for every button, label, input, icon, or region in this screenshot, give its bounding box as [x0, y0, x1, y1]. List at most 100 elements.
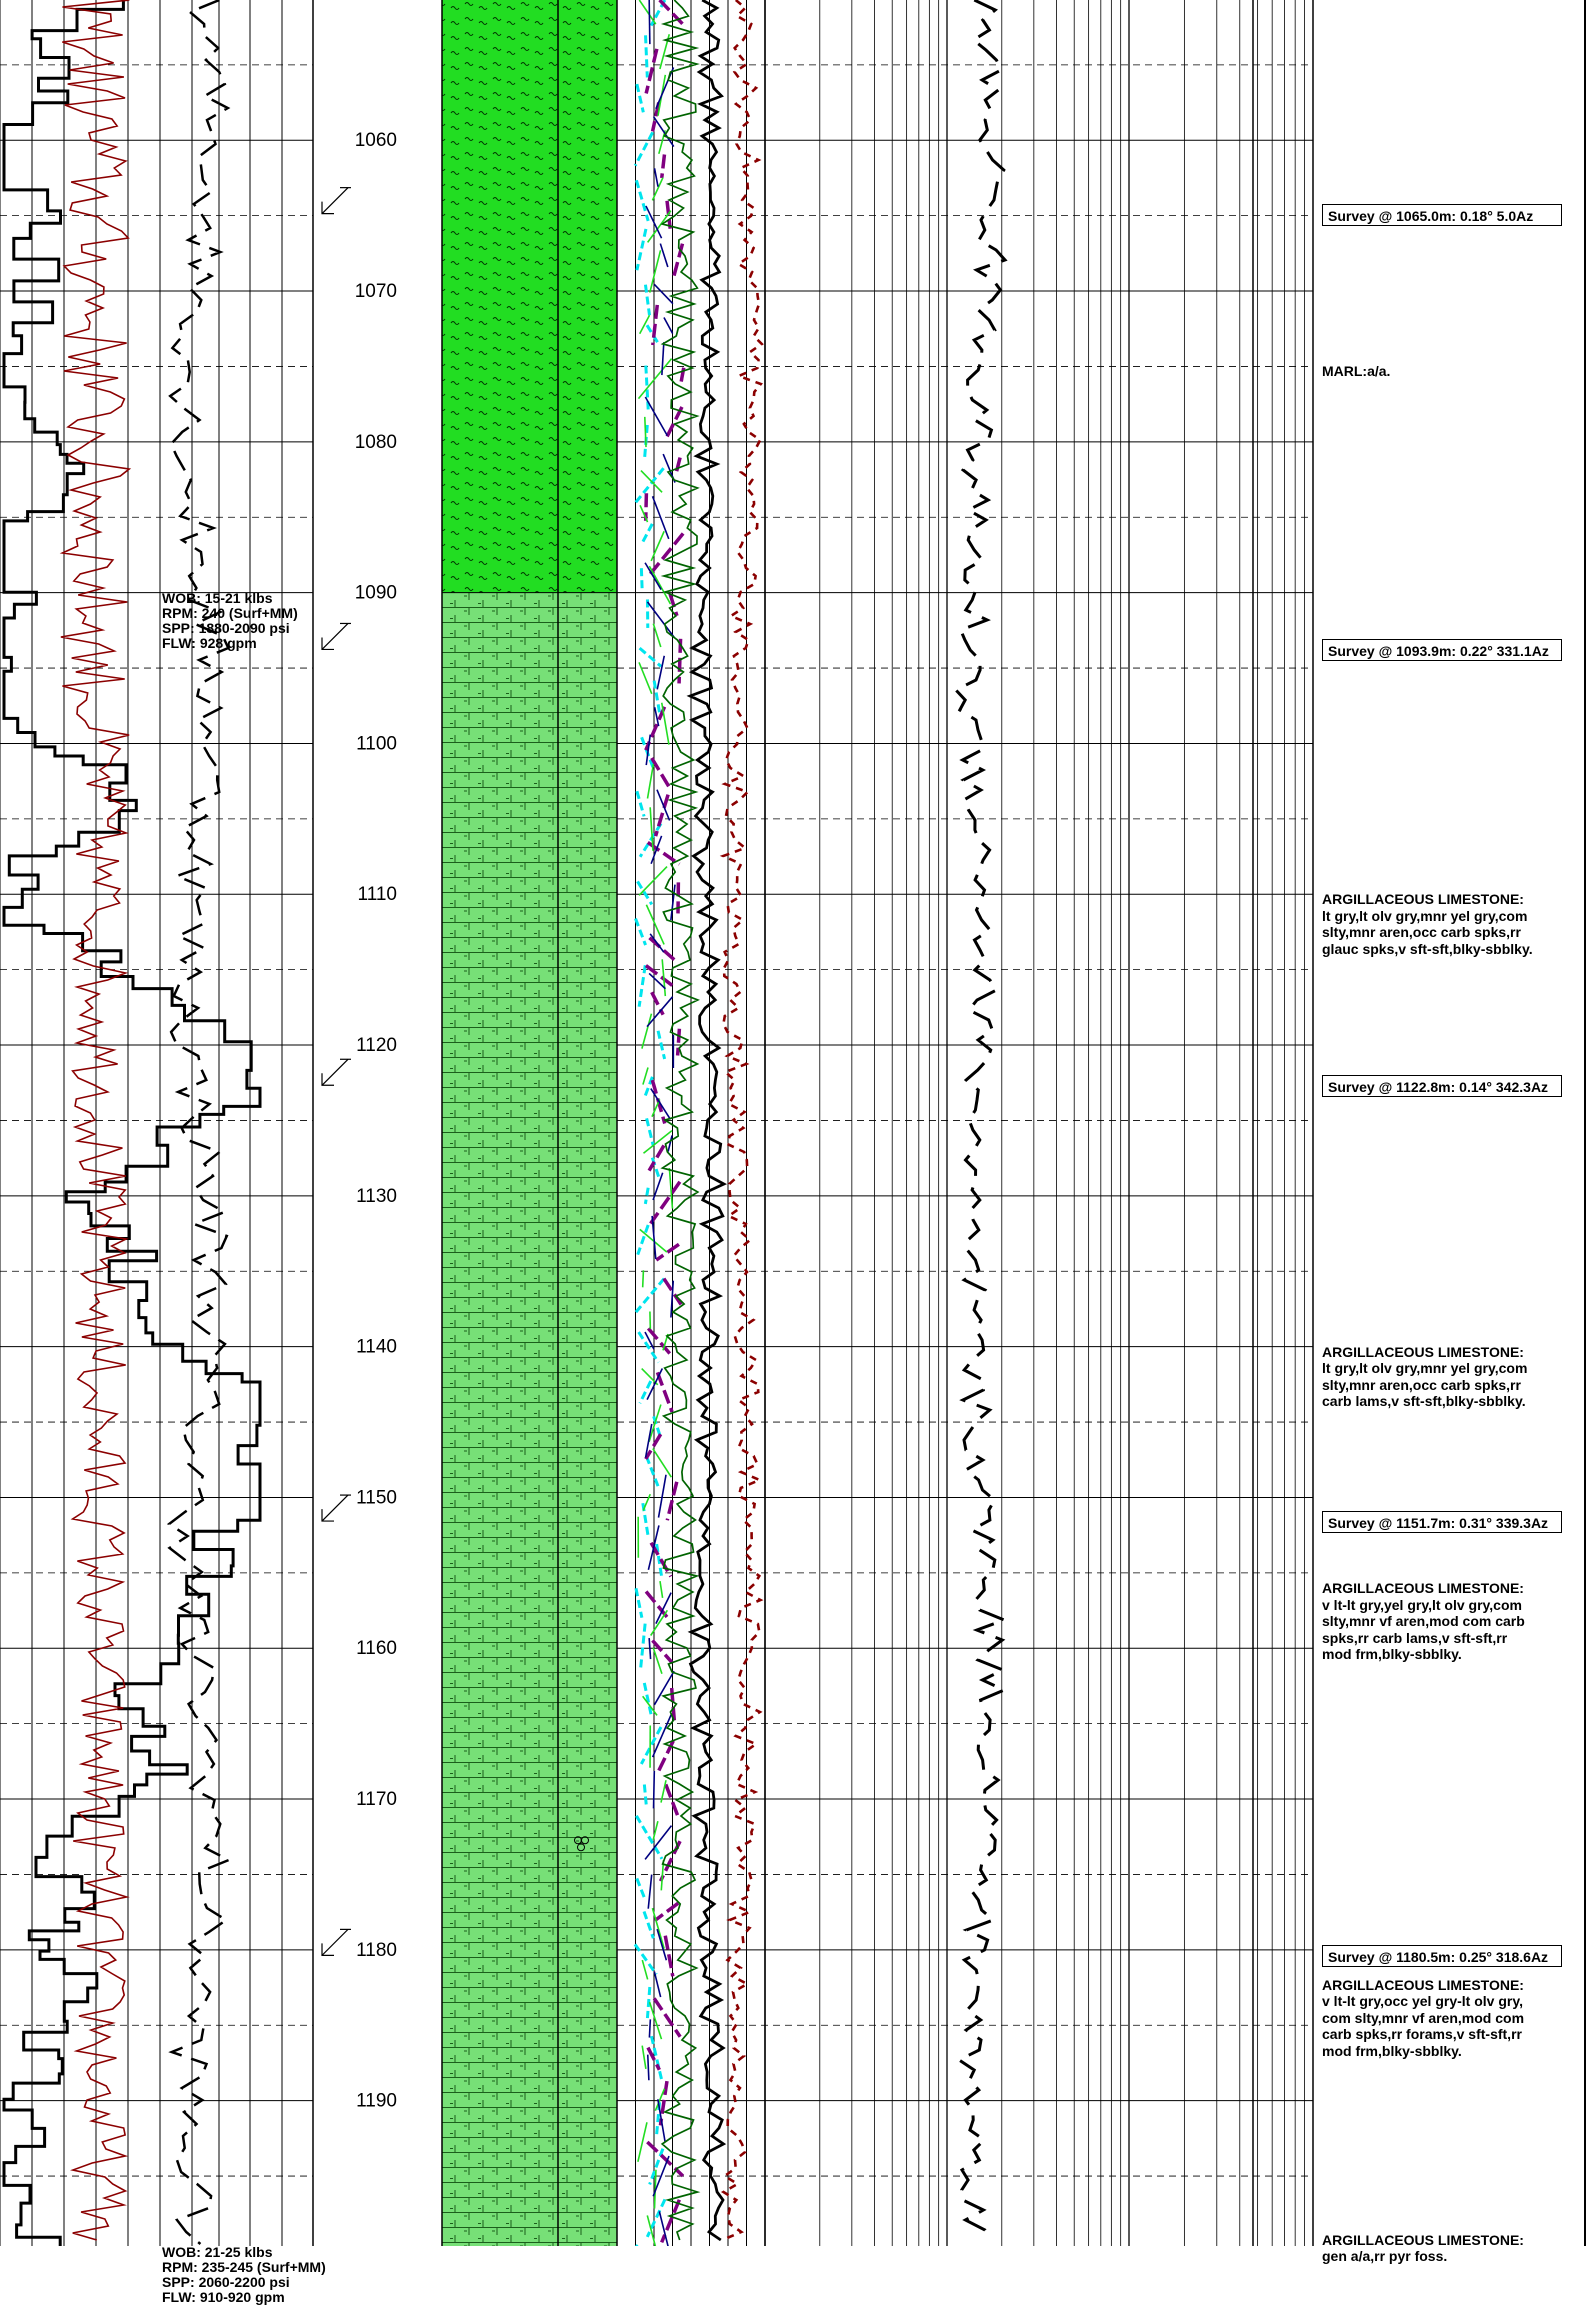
- purple-gas-segment: [660, 0, 683, 24]
- depth-label: 1170: [356, 1789, 397, 1810]
- cyan-gas-segment: [637, 84, 643, 112]
- survey-label: Survey @ 1180.5m: 0.25° 318.6Az: [1322, 1945, 1562, 1967]
- cyan-gas-segment: [642, 524, 653, 544]
- light-green-segment: [643, 1068, 648, 1085]
- drilling-parameter-line: SPP: 2060-2200 psi: [162, 2275, 326, 2290]
- light-green-segment: [648, 764, 654, 799]
- depth-label: 1150: [356, 1487, 397, 1508]
- navy-gas-segment: [647, 997, 673, 1027]
- navy-gas-segment: [645, 397, 667, 436]
- cyan-gas-segment: [637, 1878, 644, 1897]
- depth-label: 1110: [358, 884, 397, 905]
- lithology-description: ARGILLACEOUS LIMESTONE: v lt-lt gry,yel …: [1322, 1580, 1577, 1663]
- light-green-segment: [651, 1610, 668, 1635]
- light-green-segment: [643, 1494, 650, 1510]
- cyan-gas-segment: [645, 285, 649, 316]
- survey-arrow-icon: [322, 623, 348, 649]
- survey-arrows: [322, 188, 351, 1956]
- light-green-segment: [640, 315, 650, 333]
- light-green-segment: [649, 566, 670, 604]
- navy-gas-segment: [659, 1475, 666, 1518]
- survey-label: Survey @ 1151.7m: 0.31° 339.3Az: [1322, 1511, 1562, 1533]
- red-zigzag-curve: [61, 0, 129, 2240]
- track-grids: [0, 0, 1313, 2246]
- light-green-segment: [639, 0, 656, 24]
- survey-arrow-icon: [322, 188, 348, 214]
- survey-arrow-icon: [322, 1495, 348, 1521]
- purple-gas-segment: [648, 1328, 671, 1354]
- navy-gas-segment: [650, 934, 664, 952]
- navy-gas-segment: [654, 1972, 660, 1997]
- navy-gas-segment: [660, 244, 667, 267]
- depth-label: 1100: [356, 733, 397, 754]
- light-green-segment: [660, 1581, 663, 1598]
- cyan-gas-segment: [644, 1785, 646, 1808]
- depth-label: 1090: [355, 583, 397, 604]
- cyan-gas-segment: [652, 1158, 659, 1178]
- depth-label: 1130: [356, 1186, 397, 1207]
- survey-label: Survey @ 1093.9m: 0.22° 331.1Az: [1322, 639, 1562, 661]
- resistivity-dashed-curve: [956, 0, 1005, 2240]
- navy-gas-segment: [649, 1638, 650, 1659]
- cyan-gas-segment: [646, 1456, 659, 1489]
- navy-gas-segment: [654, 1771, 655, 1808]
- cyan-gas-segment: [640, 648, 662, 666]
- light-green-segment: [653, 1449, 672, 1478]
- purple-gas-segment: [675, 458, 680, 476]
- navy-gas-segment: [664, 317, 673, 333]
- depth-label: 1160: [356, 1638, 397, 1659]
- mud-log-chart: 1060 1070 1080 1090 1100 1110 1120 1130 1140 1150…: [0, 0, 1587, 2246]
- depth-label: 1060: [355, 130, 397, 151]
- light-green-segment: [643, 1270, 644, 1287]
- cyan-gas-segment: [636, 1279, 664, 1313]
- purple-gas-segment: [662, 154, 665, 177]
- lithology-description: ARGILLACEOUS LIMESTONE: v lt-lt gry,occ …: [1322, 1977, 1577, 2060]
- depth-axis-labels: 1060 1070 1080 1090 1100 1110 1120 1130 1140 1150…: [355, 0, 397, 2112]
- rop-step-curve: [4, 0, 260, 2246]
- survey-label: Survey @ 1122.8m: 0.14° 342.3Az: [1322, 1075, 1562, 1097]
- lithology-description: ARGILLACEOUS LIMESTONE: lt gry,lt olv gr…: [1322, 891, 1577, 957]
- drilling-parameter-line: WOB: 15-21 klbs: [162, 591, 298, 606]
- drilling-parameter-line: FLW: 910-920 gpm: [162, 2290, 326, 2305]
- light-green-segment: [642, 1014, 652, 1049]
- cyan-gas-segment: [647, 2199, 665, 2237]
- navy-gas-segment: [655, 168, 658, 186]
- lithology-description: ARGILLACEOUS LIMESTONE: lt gry,lt olv gr…: [1322, 1344, 1577, 1410]
- light-green-segment: [639, 662, 652, 693]
- cyan-gas-segment: [644, 1911, 653, 1938]
- cyan-gas-segment: [637, 791, 644, 816]
- light-green-segment: [638, 359, 671, 399]
- depth-label: 1070: [355, 281, 397, 302]
- navy-gas-segment: [657, 656, 664, 690]
- cyan-gas-segment: [635, 132, 652, 165]
- light-green-segment: [642, 2046, 646, 2069]
- lithology-description: MARL:a/a.: [1322, 363, 1577, 380]
- purple-gas-segment: [666, 407, 682, 440]
- navy-gas-segment: [668, 1135, 672, 1151]
- cyan-gas-segment: [641, 568, 642, 588]
- drilling-parameter-line: RPM: 240 (Surf+MM): [162, 606, 298, 621]
- light-green-segment: [647, 2215, 658, 2246]
- cyan-gas-segment: [640, 824, 661, 857]
- drilling-parameter-line: FLW: 928 gpm: [162, 636, 298, 651]
- cyan-gas-segment: [638, 1225, 648, 1255]
- depth-label: 1140: [356, 1337, 397, 1358]
- depth-label: 1080: [355, 432, 397, 453]
- light-green-segment: [642, 1960, 647, 1979]
- light-green-segment: [639, 867, 667, 896]
- navy-gas-segment: [656, 67, 674, 108]
- depth-label: 1180: [356, 1940, 397, 1961]
- lithology-column: [442, 0, 617, 2246]
- purple-gas-segment: [646, 49, 657, 94]
- navy-gas-segment: [657, 1929, 666, 1960]
- cyan-gas-segment: [636, 180, 648, 221]
- cyan-gas-segment: [635, 468, 663, 503]
- purple-gas-segment: [665, 1936, 673, 1977]
- lithology-description: ARGILLACEOUS LIMESTONE: gen a/a,rr pyr f…: [1322, 2232, 1577, 2265]
- cyan-gas-segment: [637, 229, 646, 270]
- survey-arrow-icon: [322, 1059, 348, 1085]
- cyan-gas-segment: [636, 1588, 642, 1617]
- depth-label: 1120: [356, 1035, 397, 1056]
- navy-gas-segment: [648, 1875, 651, 1909]
